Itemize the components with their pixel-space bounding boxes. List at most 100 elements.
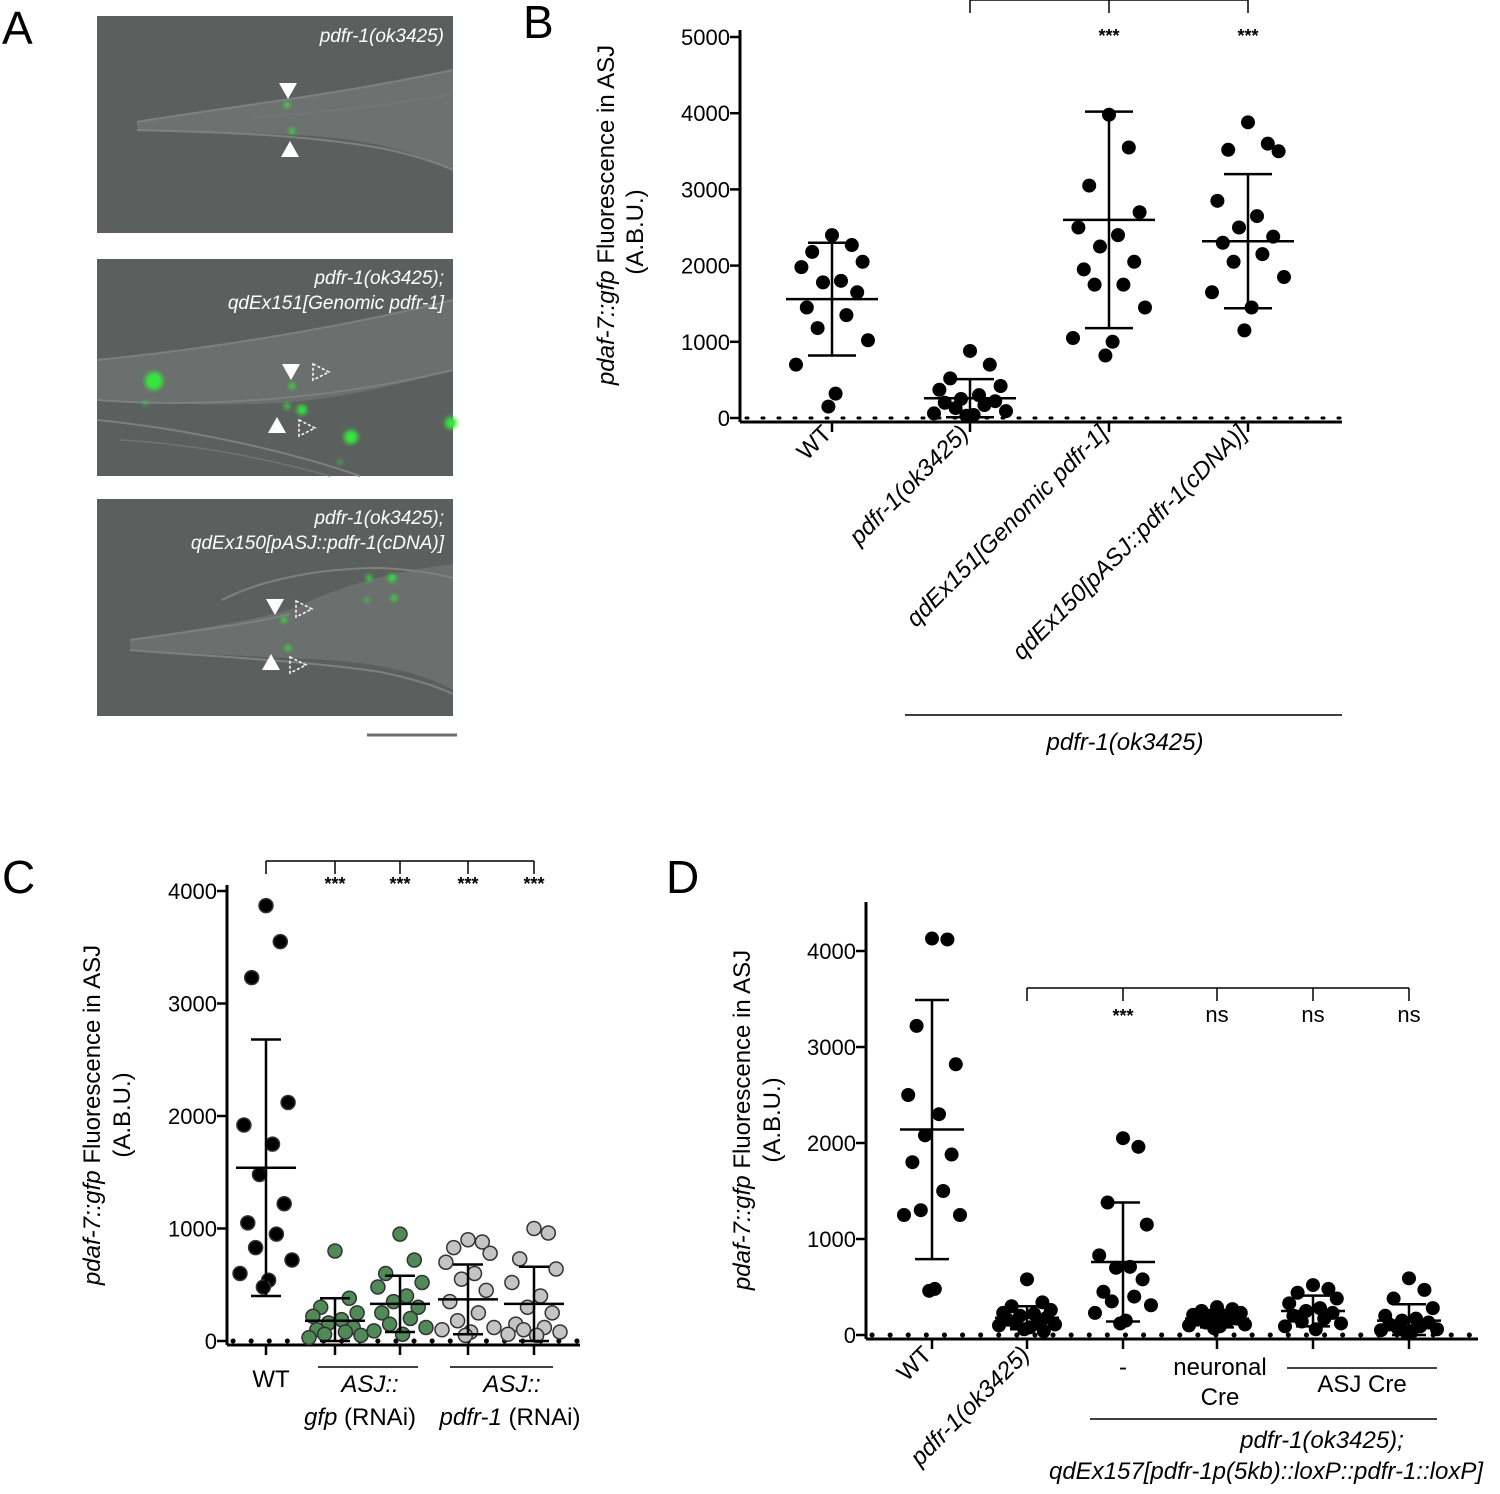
gfp-spot bbox=[285, 645, 291, 651]
data-point bbox=[850, 285, 865, 300]
chart-b-axes bbox=[738, 30, 1344, 424]
data-point bbox=[844, 238, 859, 253]
y-axis-label-units: (A.B.U.) bbox=[759, 1077, 786, 1162]
data-point bbox=[349, 1305, 365, 1321]
y-tick-label: 4000 bbox=[681, 101, 730, 126]
data-point bbox=[1399, 1325, 1414, 1340]
data-point bbox=[1098, 348, 1113, 363]
arrowhead-icon bbox=[282, 364, 300, 380]
panel-letter-a: A bbox=[2, 2, 33, 54]
data-point bbox=[1113, 1316, 1128, 1331]
data-point bbox=[918, 1128, 932, 1143]
data-point bbox=[948, 401, 963, 416]
significance-label: *** bbox=[1237, 26, 1258, 46]
data-point bbox=[402, 1310, 419, 1327]
data-point bbox=[1278, 1319, 1292, 1334]
significance-label: ns bbox=[1397, 1002, 1420, 1027]
data-point bbox=[861, 333, 875, 348]
data-point bbox=[370, 1279, 386, 1295]
data-point bbox=[1105, 334, 1120, 349]
data-point bbox=[466, 1265, 483, 1282]
data-point bbox=[438, 1254, 454, 1270]
data-point bbox=[992, 1318, 1006, 1333]
significance-label: *** bbox=[1112, 1006, 1133, 1026]
data-point bbox=[897, 1208, 911, 1222]
data-point bbox=[449, 1313, 466, 1329]
y-tick-label: 1000 bbox=[168, 1217, 217, 1242]
data-point bbox=[1430, 1322, 1444, 1337]
data-point bbox=[936, 1184, 951, 1198]
data-point bbox=[901, 1088, 916, 1102]
data-point bbox=[913, 1203, 928, 1218]
chart-d-ticks: 0 1000 2000 3000 4000 bbox=[807, 939, 1411, 1349]
y-tick-label: 1000 bbox=[807, 1227, 856, 1252]
gfp-spot bbox=[445, 417, 457, 429]
data-point bbox=[944, 1147, 959, 1162]
data-point bbox=[789, 357, 803, 372]
significance-label: *** bbox=[324, 874, 345, 894]
data-point bbox=[1321, 1281, 1336, 1296]
panel-letter-c: C bbox=[2, 851, 35, 903]
data-point bbox=[1066, 330, 1080, 345]
data-point bbox=[316, 1326, 333, 1342]
data-point bbox=[1132, 205, 1147, 220]
data-point bbox=[1282, 1296, 1297, 1311]
data-point bbox=[816, 275, 830, 290]
category-label: WT bbox=[252, 1366, 290, 1393]
data-point bbox=[1317, 1311, 1332, 1326]
data-point bbox=[1232, 220, 1246, 235]
data-point bbox=[1104, 1294, 1119, 1309]
arrowhead-icon bbox=[262, 654, 280, 670]
data-point bbox=[925, 931, 939, 946]
open-arrowhead-icon bbox=[289, 655, 308, 675]
data-point bbox=[1374, 1323, 1388, 1338]
data-point bbox=[1076, 262, 1091, 277]
gfp-spot bbox=[365, 598, 369, 602]
data-point bbox=[232, 1265, 248, 1282]
data-point bbox=[794, 260, 809, 275]
y-tick-label: 0 bbox=[844, 1323, 856, 1348]
significance-label: ns bbox=[1301, 1002, 1324, 1027]
data-point bbox=[353, 1327, 369, 1344]
group-label: pdfr-1(ok3425); bbox=[1239, 1427, 1404, 1454]
sub-label-neuronal: neuronal bbox=[1173, 1354, 1266, 1381]
open-arrowhead-icon bbox=[298, 418, 317, 438]
chart-d-axes bbox=[864, 902, 1481, 1341]
chart-d: 0 1000 2000 3000 4000 *** ns ns ns pdaf-7::gfp … bbox=[729, 902, 1484, 1485]
data-point bbox=[927, 406, 941, 421]
data-point bbox=[394, 1326, 411, 1342]
data-point bbox=[1131, 1139, 1146, 1154]
data-point bbox=[272, 933, 289, 950]
chart-b-marks: *** *** bbox=[786, 0, 1294, 423]
data-point bbox=[1144, 1298, 1158, 1313]
gfp-spot bbox=[145, 372, 163, 390]
data-point bbox=[834, 273, 848, 288]
significance-label: *** bbox=[457, 874, 478, 894]
data-point bbox=[1116, 1131, 1130, 1146]
data-point bbox=[453, 1271, 470, 1287]
data-point bbox=[948, 1057, 963, 1072]
data-point bbox=[982, 357, 997, 372]
arrowhead-icon bbox=[266, 599, 284, 615]
gfp-spot bbox=[366, 575, 372, 581]
data-point bbox=[486, 1319, 502, 1336]
micrograph-caption: qdEx150[pASJ::pdfr-1(cDNA)] bbox=[191, 533, 445, 554]
data-point bbox=[1088, 1305, 1102, 1320]
data-point bbox=[276, 1196, 292, 1212]
data-point bbox=[280, 1094, 296, 1111]
data-point bbox=[1306, 1278, 1320, 1293]
data-point bbox=[1123, 1259, 1137, 1274]
data-point bbox=[1092, 1248, 1107, 1263]
data-point bbox=[398, 1288, 415, 1304]
data-point bbox=[519, 1299, 536, 1315]
data-point bbox=[500, 1326, 516, 1342]
y-tick-label: 5000 bbox=[681, 25, 730, 50]
data-point bbox=[268, 1226, 285, 1242]
data-point bbox=[540, 1225, 557, 1241]
data-point bbox=[1135, 1272, 1150, 1287]
data-point bbox=[1111, 228, 1125, 243]
data-point bbox=[504, 1274, 520, 1291]
data-point bbox=[284, 1252, 300, 1268]
category-label: WT bbox=[892, 1341, 938, 1387]
gfp-spot bbox=[289, 383, 295, 389]
